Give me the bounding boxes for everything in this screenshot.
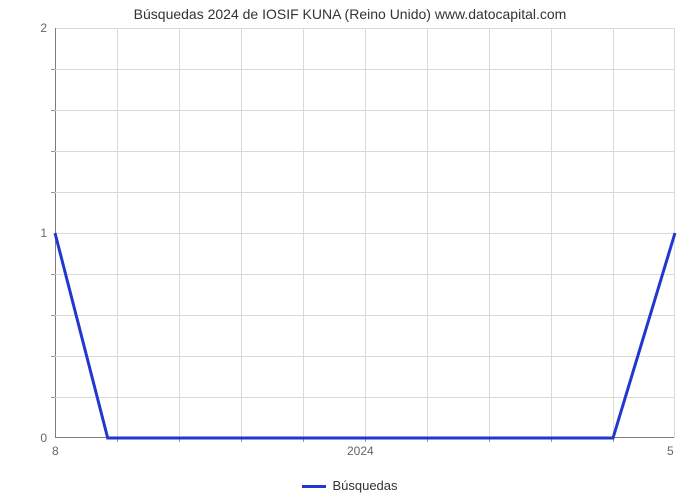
legend-line (302, 485, 326, 488)
y-tick-label: 1 (27, 226, 47, 240)
legend: Búsquedas (0, 478, 700, 493)
data-line (55, 28, 675, 438)
x-tick-label: 5 (667, 444, 674, 458)
y-tick-label: 0 (27, 431, 47, 445)
legend-label: Búsquedas (332, 478, 397, 493)
plot-area: 012852024 (55, 28, 675, 438)
x-tick-label: 8 (52, 444, 59, 458)
y-tick-label: 2 (27, 21, 47, 35)
x-tick-label: 2024 (347, 444, 374, 458)
chart-container: Búsquedas 2024 de IOSIF KUNA (Reino Unid… (0, 0, 700, 500)
chart-title: Búsquedas 2024 de IOSIF KUNA (Reino Unid… (0, 6, 700, 22)
